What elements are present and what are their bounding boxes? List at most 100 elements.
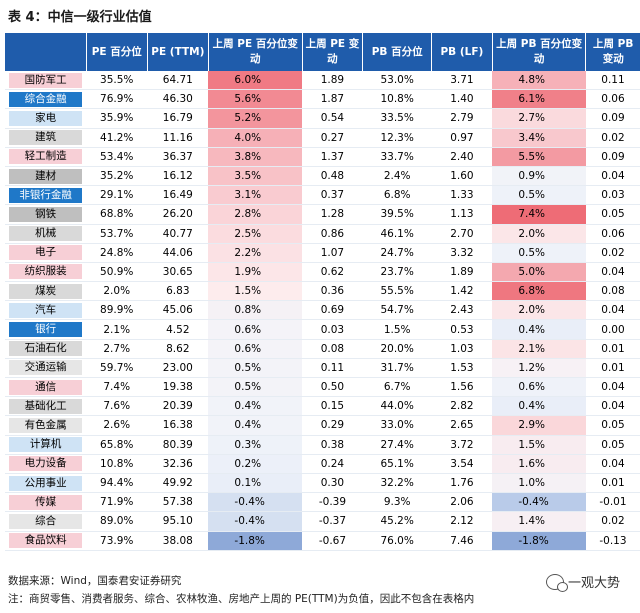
cell-pe: 16.38 [147,415,209,436]
industry-name-cell: 建材 [5,166,87,187]
industry-name: 电子 [9,245,83,261]
cell-pb: 0.53 [431,319,493,340]
cell-pe-pct: 53.7% [86,224,148,244]
industry-name-cell: 国防军工 [5,71,87,91]
cell-pb-pct: 23.7% [362,262,432,283]
industry-name: 交通运输 [9,360,83,376]
industry-name-cell: 电子 [5,243,87,263]
cell-pe-pct-chg: 0.6% [208,339,303,359]
industry-name: 轻工制造 [9,149,83,165]
cell-pb-pct-chg: 2.7% [492,108,586,129]
table-row: 综合 89.0% 95.10 -0.4% -0.37 45.2% 2.12 1.4% 0.02 [5,511,640,532]
cell-pb: 3.71 [431,71,493,91]
industry-name: 非银行金融 [9,187,83,203]
table-row: 银行 2.1% 4.52 0.6% 0.03 1.5% 0.53 0.4% 0.00 [5,319,640,340]
cell-pb-chg: -0.13 [585,531,640,551]
industry-name-cell: 汽车 [5,300,87,321]
cell-pe: 57.38 [147,492,209,513]
industry-name: 综合金融 [9,91,83,107]
cell-pe-chg: 0.15 [302,396,363,417]
cell-pe-chg: 0.50 [302,377,363,398]
cell-pb-pct-chg: 0.5% [492,185,586,206]
cell-pb: 3.72 [431,435,493,455]
table-row: 纺织服装 50.9% 30.65 1.9% 0.62 23.7% 1.89 5.0% 0.04 [5,262,640,283]
cell-pb: 1.76 [431,473,493,494]
cell-pe-chg: 0.62 [302,262,363,283]
cell-pe-chg: 0.38 [302,435,363,455]
cell-pe: 11.16 [147,128,209,148]
cell-pe-pct-chg: 0.3% [208,435,303,455]
industry-name: 计算机 [9,437,83,453]
cell-pb-chg: 0.08 [585,281,640,302]
cell-pb-pct: 44.0% [362,396,432,417]
industry-name: 建筑 [9,130,83,146]
cell-pe-chg: 0.11 [302,358,363,379]
industry-name-cell: 非银行金融 [5,185,87,206]
cell-pb-pct-chg: 2.1% [492,339,586,359]
cell-pe-pct: 2.0% [86,281,148,302]
cell-pb-pct-chg: 3.4% [492,128,586,148]
cell-pb-pct-chg: 1.5% [492,435,586,455]
cell-pb-pct-chg: 0.4% [492,396,586,417]
cell-pe-pct: 76.9% [86,89,148,110]
cell-pb-pct-chg: 6.8% [492,281,586,302]
cell-pe-pct-chg: 1.5% [208,281,303,302]
cell-pb: 1.60 [431,166,493,187]
cell-pe-pct-chg: 0.4% [208,415,303,436]
industry-name: 机械 [9,226,83,242]
cell-pe: 44.06 [147,243,209,263]
cell-pb-chg: 0.01 [585,358,640,379]
cell-pb: 1.56 [431,377,493,398]
cell-pe-chg: 0.37 [302,185,363,206]
table-row: 传媒 71.9% 57.38 -0.4% -0.39 9.3% 2.06 -0.4% -0.01 [5,492,640,513]
cell-pb-chg: 0.02 [585,243,640,263]
industry-name: 综合 [9,513,83,529]
cell-pe-pct: 53.4% [86,147,148,167]
cell-pb-pct: 24.7% [362,243,432,263]
cell-pb-pct: 12.3% [362,128,432,148]
table-row: 机械 53.7% 40.77 2.5% 0.86 46.1% 2.70 2.0% 0.06 [5,224,640,244]
cell-pb-pct: 6.7% [362,377,432,398]
cell-pb-chg: 0.05 [585,204,640,225]
industry-name-cell: 交通运输 [5,358,87,379]
cell-pb: 2.06 [431,492,493,513]
cell-pb-pct: 1.5% [362,319,432,340]
cell-pe: 16.79 [147,108,209,129]
table-row: 建筑 41.2% 11.16 4.0% 0.27 12.3% 0.97 3.4% 0.02 [5,128,640,148]
table-row: 电子 24.8% 44.06 2.2% 1.07 24.7% 3.32 0.5% 0.02 [5,243,640,263]
cell-pb-chg: 0.04 [585,166,640,187]
cell-pb: 1.40 [431,89,493,110]
industry-name: 传媒 [9,494,83,510]
cell-pb-chg: 0.04 [585,396,640,417]
industry-name-cell: 机械 [5,224,87,244]
cell-pe-chg: 0.24 [302,454,363,474]
cell-pb-pct: 39.5% [362,204,432,225]
cell-pb-pct: 20.0% [362,339,432,359]
industry-name: 通信 [9,379,83,395]
cell-pe-chg: 0.08 [302,339,363,359]
cell-pe-pct: 94.4% [86,473,148,494]
industry-name-cell: 煤炭 [5,281,87,302]
industry-name: 食品饮料 [9,533,83,549]
cell-pb-pct: 2.4% [362,166,432,187]
cell-pb-chg: 0.04 [585,454,640,474]
cell-pb-chg: -0.01 [585,492,640,513]
cell-pb-pct: 54.7% [362,300,432,321]
industry-name-cell: 通信 [5,377,87,398]
table-row: 交通运输 59.7% 23.00 0.5% 0.11 31.7% 1.53 1.2% 0.01 [5,358,640,379]
cell-pb-pct-chg: 2.0% [492,224,586,244]
cell-pb-pct-chg: 4.8% [492,71,586,91]
cell-pb-pct: 76.0% [362,531,432,551]
cell-pb: 2.43 [431,300,493,321]
brand-name: 一观大势 [567,576,620,591]
cell-pe-pct: 71.9% [86,492,148,513]
cell-pe: 45.06 [147,300,209,321]
cell-pe-pct: 50.9% [86,262,148,283]
table-row: 轻工制造 53.4% 36.37 3.8% 1.37 33.7% 2.40 5.5% 0.09 [5,147,640,167]
cell-pb-chg: 0.01 [585,473,640,494]
cell-pe-pct-chg: 2.8% [208,204,303,225]
cell-pb: 2.70 [431,224,493,244]
industry-name: 银行 [9,322,83,338]
table-title: 表 4：中信一级行业估值 [8,10,152,25]
industry-name: 国防军工 [9,72,83,88]
